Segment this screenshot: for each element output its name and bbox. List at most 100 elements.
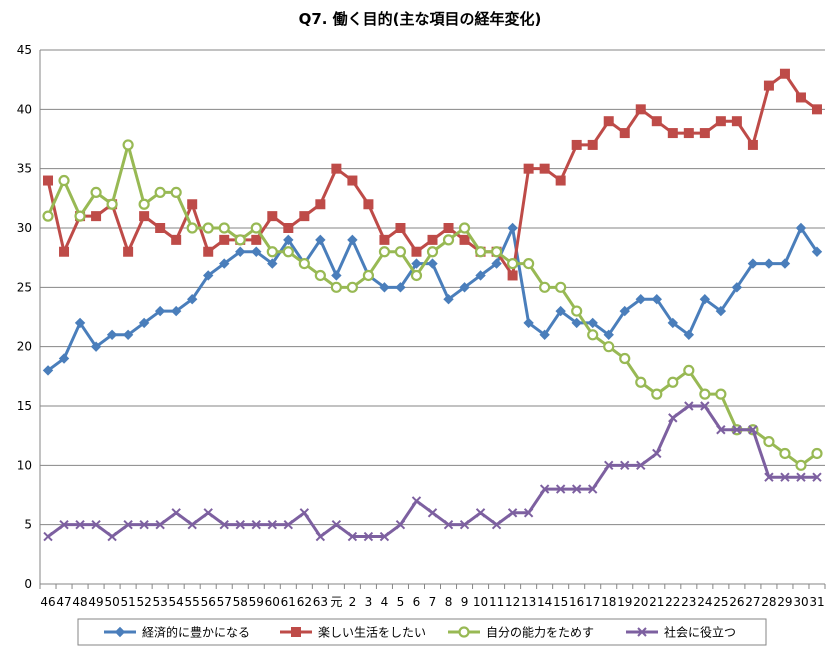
x-tick-label: 52 [136,595,151,609]
data-point [458,222,471,234]
data-point [283,234,294,246]
data-point [459,234,470,245]
data-point [507,508,518,518]
series-circle [42,139,823,471]
data-point-stroke [171,508,181,518]
x-tick-label: 63 [313,595,328,609]
x-tick-label: 23 [681,595,696,609]
data-point [267,258,278,269]
data-point [138,198,150,210]
data-point [298,258,310,270]
data-point [330,281,342,293]
data-point [203,246,214,257]
data-point [91,211,102,222]
data-point [507,222,518,234]
legend-item: 経済的に豊かになる [104,625,250,640]
data-point-stroke [668,413,678,423]
data-point-stroke [764,472,774,482]
x-tick-label: 28 [761,595,776,609]
data-point [571,484,582,494]
data-point [363,199,374,210]
data-point-stroke [347,531,358,542]
data-point [299,211,310,222]
data-point [123,519,133,530]
x-tick-label: 57 [217,595,232,609]
data-point [491,258,502,269]
legend-label: 経済的に豊かになる [142,625,250,640]
data-point [603,329,614,341]
x-tick-label: 47 [56,595,71,609]
y-tick-label: 10 [17,458,32,472]
x-tick-label: 5 [397,595,405,609]
data-point-stroke [652,448,662,459]
data-point [699,388,711,400]
data-point [442,234,455,246]
data-point [379,234,390,245]
data-point [42,210,54,222]
y-tick-label: 5 [24,518,32,532]
data-point [299,508,310,518]
data-point [795,459,807,471]
data-point-stroke [155,519,165,530]
data-point-stroke [59,519,69,530]
data-point [90,341,102,352]
data-point-stroke [636,460,646,471]
data-point [58,174,70,187]
data-point [475,270,486,281]
data-point [363,531,374,542]
data-point [235,519,245,530]
data-point-stroke [203,508,213,518]
data-point [555,484,566,494]
data-point [651,388,663,400]
data-point-stroke [555,484,566,494]
y-tick-label: 35 [17,162,32,176]
x-tick-label: 2 [349,595,357,609]
data-point [203,270,214,281]
data-point [780,472,790,482]
x-tick-label: 11 [489,595,504,609]
data-point [122,139,134,151]
y-tick-label: 15 [17,399,32,413]
x-tick-label: 13 [521,595,536,609]
y-tick-label: 0 [24,577,32,591]
data-point-stroke [139,519,149,530]
data-point [635,376,647,388]
data-point [74,317,86,329]
x-tick-label: 17 [585,595,600,609]
x-tick-label: 8 [445,595,453,609]
data-point [58,353,70,364]
data-point [171,234,182,245]
data-point [283,223,294,233]
data-point [459,519,470,530]
data-point [507,258,519,270]
x-tick-label: 31 [809,595,824,609]
x-tick-label: 55 [185,595,200,609]
data-point [811,246,823,257]
data-point [155,223,166,233]
data-point-stroke [187,519,197,530]
data-point [587,329,599,341]
x-tick-label: 26 [729,595,744,609]
data-point-stroke [395,519,406,530]
data-point [811,447,823,460]
data-point [637,627,647,637]
x-tick-label: 9 [461,595,469,609]
data-point [379,282,390,293]
x-tick-label: 50 [104,595,119,609]
data-point [699,128,710,139]
data-point-stroke [331,519,342,530]
x-tick-label: 61 [281,595,296,609]
data-point [539,163,550,174]
data-point [314,269,326,282]
data-point-stroke [620,460,630,471]
x-tick-label: 30 [793,595,808,609]
data-point [219,519,229,530]
data-point [267,211,278,222]
data-point [347,531,358,542]
data-point-stroke [539,484,550,494]
data-point [218,222,230,234]
data-point [347,234,358,246]
x-tick-label: 49 [88,595,103,609]
data-point [411,496,422,506]
